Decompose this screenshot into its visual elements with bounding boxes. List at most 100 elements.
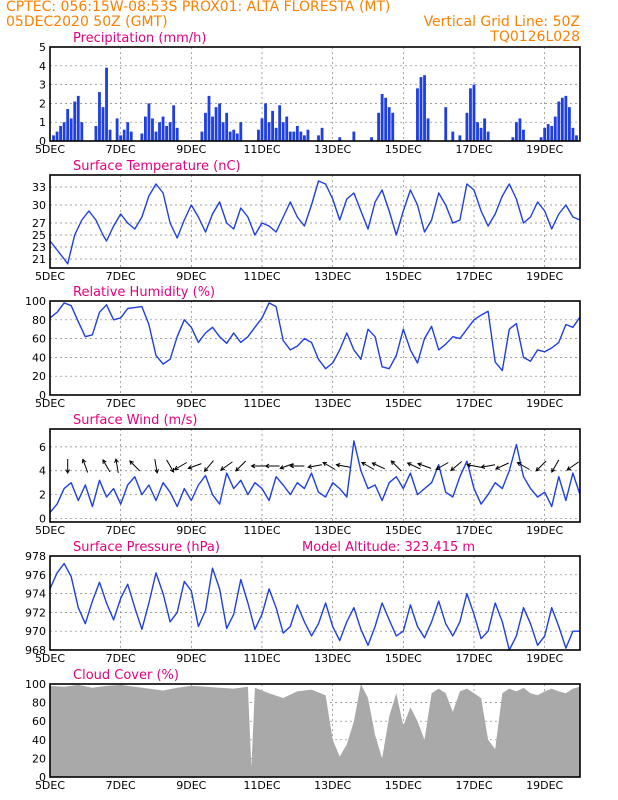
precipitation-bar — [200, 131, 204, 141]
wind-xtick-label: 7DEC — [106, 524, 136, 537]
wind-direction-arrow — [406, 462, 421, 470]
wind-xtick-label: 5DEC — [35, 524, 65, 537]
temperature-ytick-label: 23 — [32, 241, 46, 254]
wind-series-line — [49, 440, 581, 513]
precipitation-ytick-label: 0 — [39, 135, 46, 148]
precipitation-bar — [73, 101, 77, 141]
precipitation-bar — [211, 116, 214, 141]
humidity-xtick-label: 19DEC — [526, 397, 563, 410]
cloud-cover-ytick-label: 60 — [32, 715, 46, 728]
precipitation-bar — [479, 127, 483, 141]
cloud-cover-xtick-label: 15DEC — [385, 779, 422, 792]
temperature-xtick-label: 15DEC — [385, 270, 422, 283]
precipitation-bar — [62, 122, 66, 141]
precipitation-bar — [278, 105, 282, 141]
precipitation-bar — [567, 107, 571, 141]
precipitation-bar — [207, 95, 211, 141]
wind-direction-arrow — [335, 463, 351, 468]
precipitation-bar — [140, 133, 144, 141]
precipitation-bar — [416, 88, 419, 141]
precipitation-bar — [338, 137, 342, 141]
precipitation-bar — [451, 131, 455, 141]
precipitation-bar — [380, 94, 384, 141]
header-model-id: TQ0126L028 — [489, 29, 580, 45]
wind-direction-arrow — [450, 461, 463, 472]
header-run-date: 05DEC2020 50Z (GMT) — [6, 14, 168, 30]
wind-ytick-label: 4 — [39, 465, 46, 478]
humidity-xtick-label: 9DEC — [176, 397, 206, 410]
temperature-series-line — [49, 180, 581, 265]
pressure-xtick-label: 13DEC — [314, 652, 351, 665]
precipitation-bar — [105, 67, 108, 141]
precipitation-bar — [172, 105, 176, 141]
precipitation-bar — [161, 116, 165, 141]
temperature-ytick-label: 30 — [32, 199, 46, 212]
wind-direction-arrow — [516, 461, 530, 470]
precipitation-bar — [391, 112, 395, 141]
humidity-xtick-label: 11DEC — [243, 397, 280, 410]
temperature-xtick-label: 17DEC — [455, 270, 492, 283]
pressure-series-line — [49, 562, 580, 651]
wind-direction-arrow — [551, 459, 560, 473]
cloud-cover-xtick-label: 9DEC — [176, 779, 206, 792]
humidity-xtick-label: 17DEC — [455, 397, 492, 410]
precipitation-bar — [59, 125, 63, 141]
wind-direction-arrow — [81, 458, 89, 473]
precipitation-bar — [575, 135, 578, 141]
wind-direction-arrow — [322, 461, 336, 470]
humidity-ytick-label: 0 — [39, 389, 46, 402]
humidity-ytick-label: 100 — [25, 295, 46, 308]
humidity-xtick-label: 13DEC — [314, 397, 351, 410]
wind-direction-arrow — [264, 463, 280, 469]
precipitation-xtick-label: 17DEC — [455, 143, 492, 156]
precipitation-bar — [94, 125, 98, 141]
header-grid-note: Vertical Grid Line: 50Z — [424, 14, 580, 30]
precipitation-bar — [423, 75, 426, 141]
precipitation-bar — [444, 107, 448, 141]
humidity-xtick-label: 5DEC — [35, 397, 65, 410]
wind-direction-arrow — [435, 462, 449, 471]
pressure-ytick-label: 978 — [25, 550, 46, 563]
humidity-ytick-label: 80 — [32, 314, 46, 327]
pressure-xtick-label: 17DEC — [455, 652, 492, 665]
precipitation-ytick-label: 2 — [39, 97, 46, 110]
precipitation-bar — [514, 122, 518, 141]
cloud-cover-title: Cloud Cover (%) — [73, 668, 179, 683]
precipitation-bar — [66, 109, 70, 141]
model-altitude-label: Model Altitude: 323.415 m — [302, 540, 475, 555]
wind-direction-arrow — [203, 460, 214, 473]
precipitation-bar — [260, 118, 264, 141]
humidity-ytick-label: 60 — [32, 333, 46, 346]
precipitation-bar — [387, 107, 391, 141]
cloud-cover-xtick-label: 5DEC — [35, 779, 65, 792]
wind-direction-arrow — [220, 461, 233, 471]
precipitation-bar — [98, 92, 101, 141]
wind-direction-arrow — [235, 460, 247, 472]
precipitation-bar — [511, 137, 515, 141]
pressure-panel: Surface Pressure (hPa) Model Altitude: 3… — [25, 540, 581, 665]
humidity-ytick-label: 20 — [32, 370, 46, 383]
wind-frame — [49, 428, 581, 523]
precipitation-bar — [465, 112, 469, 141]
precipitation-bar — [129, 131, 133, 141]
precipitation-bar — [257, 129, 260, 141]
cloud-cover-xtick-label: 13DEC — [314, 779, 351, 792]
wind-direction-arrow — [535, 460, 547, 472]
wind-direction-arrow — [566, 461, 579, 471]
precipitation-bar — [543, 127, 547, 141]
precipitation-bar — [557, 101, 561, 141]
precipitation-bar — [52, 135, 55, 141]
wind-title: Surface Wind (m/s) — [73, 413, 197, 428]
precipitation-bar — [228, 131, 232, 141]
humidity-series-line — [49, 302, 581, 372]
wind-direction-arrow — [65, 459, 71, 475]
pressure-frame — [49, 555, 581, 651]
pressure-ytick-label: 968 — [25, 644, 46, 657]
precipitation-bar — [126, 122, 130, 141]
precipitation-bar — [225, 112, 229, 141]
precipitation-bar — [469, 88, 472, 141]
wind-direction-arrow — [307, 464, 322, 469]
cloud-cover-frame — [49, 683, 581, 778]
wind-direction-arrow — [102, 458, 111, 473]
